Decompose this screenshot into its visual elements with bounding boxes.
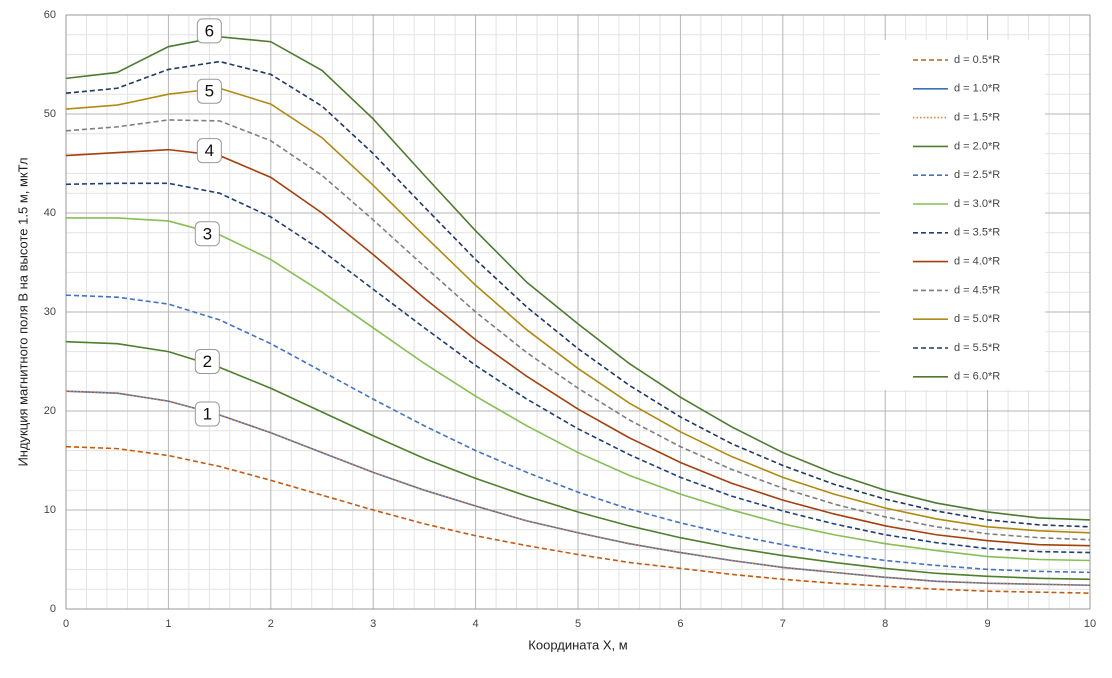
x-tick-label: 2 bbox=[268, 618, 274, 630]
x-tick-label: 0 bbox=[63, 618, 69, 630]
y-tick-label: 20 bbox=[44, 405, 56, 417]
y-tick-label: 40 bbox=[44, 207, 56, 219]
x-tick-label: 8 bbox=[882, 618, 888, 630]
legend-label: d = 1.0*R bbox=[954, 83, 1000, 95]
legend-label: d = 6.0*R bbox=[954, 371, 1000, 383]
annotation-box bbox=[196, 18, 222, 44]
plot-border bbox=[65, 14, 1091, 610]
x-tick-label: 10 bbox=[1084, 618, 1096, 630]
annotation: 2 bbox=[203, 352, 212, 371]
y-tick-label: 0 bbox=[50, 603, 56, 615]
annotation-box bbox=[194, 221, 220, 247]
y-tick-label: 10 bbox=[44, 504, 56, 516]
x-axis-label: Координата Х, м bbox=[528, 637, 627, 652]
legend-label: d = 2.0*R bbox=[954, 140, 1000, 152]
legend-label: d = 5.0*R bbox=[954, 313, 1000, 325]
series-line bbox=[65, 35, 1091, 521]
annotation: 5 bbox=[205, 82, 214, 101]
annotation-box bbox=[196, 78, 222, 104]
y-tick-label: 60 bbox=[44, 9, 56, 21]
x-tick-label: 5 bbox=[575, 618, 581, 630]
series-line bbox=[65, 60, 1091, 528]
x-tick-label: 4 bbox=[473, 618, 479, 630]
series-line bbox=[65, 87, 1091, 534]
y-axis-label: Индукция магнитного поля В на высоте 1.5… bbox=[15, 157, 30, 466]
annotation-box bbox=[196, 138, 222, 164]
series-line bbox=[65, 390, 1091, 587]
y-tick-label: 50 bbox=[44, 108, 56, 120]
annotation: 3 bbox=[203, 224, 212, 243]
legend-label: d = 3.0*R bbox=[954, 198, 1000, 210]
legend-label: d = 5.5*R bbox=[954, 342, 1000, 354]
series-line bbox=[65, 445, 1091, 594]
annotation-box bbox=[194, 401, 220, 427]
annotation: 4 bbox=[205, 141, 214, 160]
series-line bbox=[65, 340, 1091, 581]
legend-label: d = 2.5*R bbox=[954, 169, 1000, 181]
x-tick-label: 1 bbox=[165, 618, 171, 630]
legend-label: d = 4.5*R bbox=[954, 284, 1000, 296]
y-tick-label: 30 bbox=[44, 306, 56, 318]
x-tick-label: 9 bbox=[985, 618, 991, 630]
legend-label: d = 1.5*R bbox=[954, 112, 1000, 124]
legend-label: d = 4.0*R bbox=[954, 256, 1000, 268]
legend-label: d = 3.5*R bbox=[954, 227, 1000, 239]
legend bbox=[880, 40, 1045, 390]
x-tick-label: 6 bbox=[677, 618, 683, 630]
annotation: 1 bbox=[203, 404, 212, 423]
annotation-box bbox=[194, 349, 220, 374]
annotation: 6 bbox=[205, 21, 214, 40]
series-line bbox=[65, 294, 1091, 574]
series-line bbox=[65, 119, 1091, 541]
series-line bbox=[65, 148, 1091, 547]
x-tick-label: 7 bbox=[780, 618, 786, 630]
series-line bbox=[65, 182, 1091, 554]
x-tick-label: 3 bbox=[370, 618, 376, 630]
legend-label: d = 0.5*R bbox=[954, 54, 1000, 66]
series-line bbox=[66, 217, 1091, 562]
